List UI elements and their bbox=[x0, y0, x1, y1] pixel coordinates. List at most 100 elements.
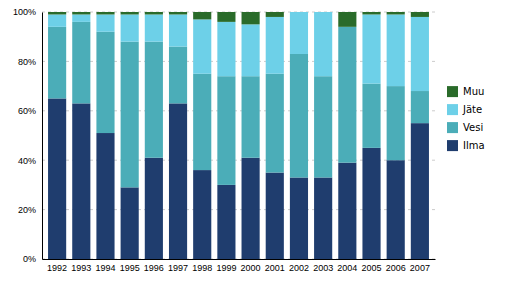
bar bbox=[314, 177, 332, 259]
bar bbox=[48, 98, 66, 259]
bar bbox=[121, 187, 139, 259]
x-tick-label: 2002 bbox=[289, 263, 309, 273]
bar bbox=[411, 91, 429, 123]
bar bbox=[169, 12, 187, 14]
y-axis-line bbox=[42, 13, 43, 260]
x-tick-label: 2004 bbox=[337, 263, 357, 273]
x-tick: 1997 bbox=[168, 263, 188, 273]
x-tick-label: 2006 bbox=[386, 263, 406, 273]
x-tick: 2007 bbox=[410, 263, 430, 273]
legend-label: Vesi bbox=[463, 122, 483, 133]
bar bbox=[266, 74, 284, 173]
legend-label: Muu bbox=[463, 86, 484, 97]
x-tick: 1993 bbox=[71, 263, 91, 273]
x-tick: 1999 bbox=[216, 263, 236, 273]
legend-item: Vesi bbox=[447, 122, 483, 133]
bar bbox=[72, 22, 90, 104]
bar bbox=[242, 24, 260, 76]
series bbox=[48, 12, 429, 27]
bar bbox=[242, 76, 260, 158]
y-axis: 0% 20% 40% 60% 80% 100% bbox=[13, 7, 43, 264]
bar bbox=[387, 12, 405, 14]
y-tick: 80% bbox=[18, 57, 42, 67]
bar bbox=[290, 54, 308, 178]
bar bbox=[217, 12, 235, 22]
bar bbox=[48, 14, 66, 26]
x-tick-label: 1995 bbox=[120, 263, 140, 273]
x-tick-label: 2007 bbox=[410, 263, 430, 273]
legend-swatch bbox=[447, 140, 458, 151]
x-tick-label: 1999 bbox=[216, 263, 236, 273]
bar bbox=[48, 12, 66, 14]
y-tick-label: 20% bbox=[18, 205, 36, 215]
bar bbox=[411, 123, 429, 259]
bar bbox=[362, 84, 380, 148]
bar bbox=[217, 22, 235, 76]
chart: 0% 20% 40% 60% 80% 100% 1992 1993 1994 1995 1996 19… bbox=[0, 0, 515, 285]
x-tick-label: 2000 bbox=[241, 263, 261, 273]
bar bbox=[362, 14, 380, 83]
y-tick-label: 0% bbox=[23, 254, 36, 264]
bar bbox=[338, 27, 356, 163]
x-axis-line bbox=[43, 259, 436, 260]
bar bbox=[387, 86, 405, 160]
x-tick: 2006 bbox=[386, 263, 406, 273]
bar bbox=[145, 158, 163, 259]
bar bbox=[314, 12, 332, 13]
bar bbox=[217, 185, 235, 259]
bar bbox=[145, 42, 163, 158]
bar bbox=[96, 133, 114, 259]
legend-item: Jäte bbox=[447, 104, 482, 115]
bar bbox=[169, 14, 187, 46]
x-tick-label: 1998 bbox=[192, 263, 212, 273]
bar bbox=[72, 103, 90, 259]
y-tick-label: 100% bbox=[13, 7, 36, 17]
bar bbox=[193, 19, 211, 73]
x-tick-label: 1996 bbox=[144, 263, 164, 273]
y-tick: 60% bbox=[18, 106, 42, 116]
legend-label: Ilma bbox=[463, 140, 485, 151]
bar bbox=[314, 76, 332, 177]
bar bbox=[169, 47, 187, 104]
bar bbox=[121, 42, 139, 188]
y-tick: 20% bbox=[18, 205, 42, 215]
legend: Muu Jäte Vesi Ilma bbox=[447, 86, 485, 151]
bar bbox=[217, 76, 235, 185]
bar bbox=[242, 12, 260, 24]
x-tick-label: 2003 bbox=[313, 263, 333, 273]
bar bbox=[314, 12, 332, 76]
series bbox=[48, 12, 429, 91]
bar bbox=[193, 170, 211, 259]
bar bbox=[96, 32, 114, 133]
x-tick-label: 1997 bbox=[168, 263, 188, 273]
bar bbox=[362, 148, 380, 259]
x-tick-label: 2005 bbox=[361, 263, 381, 273]
bar bbox=[387, 160, 405, 259]
y-tick: 40% bbox=[18, 156, 42, 166]
x-tick: 2004 bbox=[337, 263, 357, 273]
x-axis: 1992199319941995199619971998199920002001… bbox=[43, 260, 436, 274]
bar bbox=[193, 12, 211, 19]
y-tick: 0% bbox=[23, 254, 42, 264]
x-tick-label: 1992 bbox=[47, 263, 67, 273]
x-tick: 1995 bbox=[120, 263, 140, 273]
bars bbox=[48, 12, 429, 259]
bar bbox=[362, 12, 380, 14]
y-tick-label: 60% bbox=[18, 106, 36, 116]
bar bbox=[121, 12, 139, 14]
x-tick-label: 1994 bbox=[95, 263, 115, 273]
bar bbox=[169, 103, 187, 259]
bar bbox=[290, 12, 308, 13]
x-tick: 2003 bbox=[313, 263, 333, 273]
bar bbox=[48, 27, 66, 99]
bar bbox=[411, 17, 429, 91]
x-tick-label: 1993 bbox=[71, 263, 91, 273]
bar bbox=[338, 163, 356, 259]
plot: 0% 20% 40% 60% 80% 100% 1992 1993 1994 1995 1996 19… bbox=[13, 7, 436, 273]
x-tick: 1998 bbox=[192, 263, 212, 273]
y-tick-label: 40% bbox=[18, 156, 36, 166]
bar bbox=[266, 173, 284, 259]
bar bbox=[266, 12, 284, 17]
y-tick: 100% bbox=[13, 7, 42, 17]
bar bbox=[266, 17, 284, 74]
